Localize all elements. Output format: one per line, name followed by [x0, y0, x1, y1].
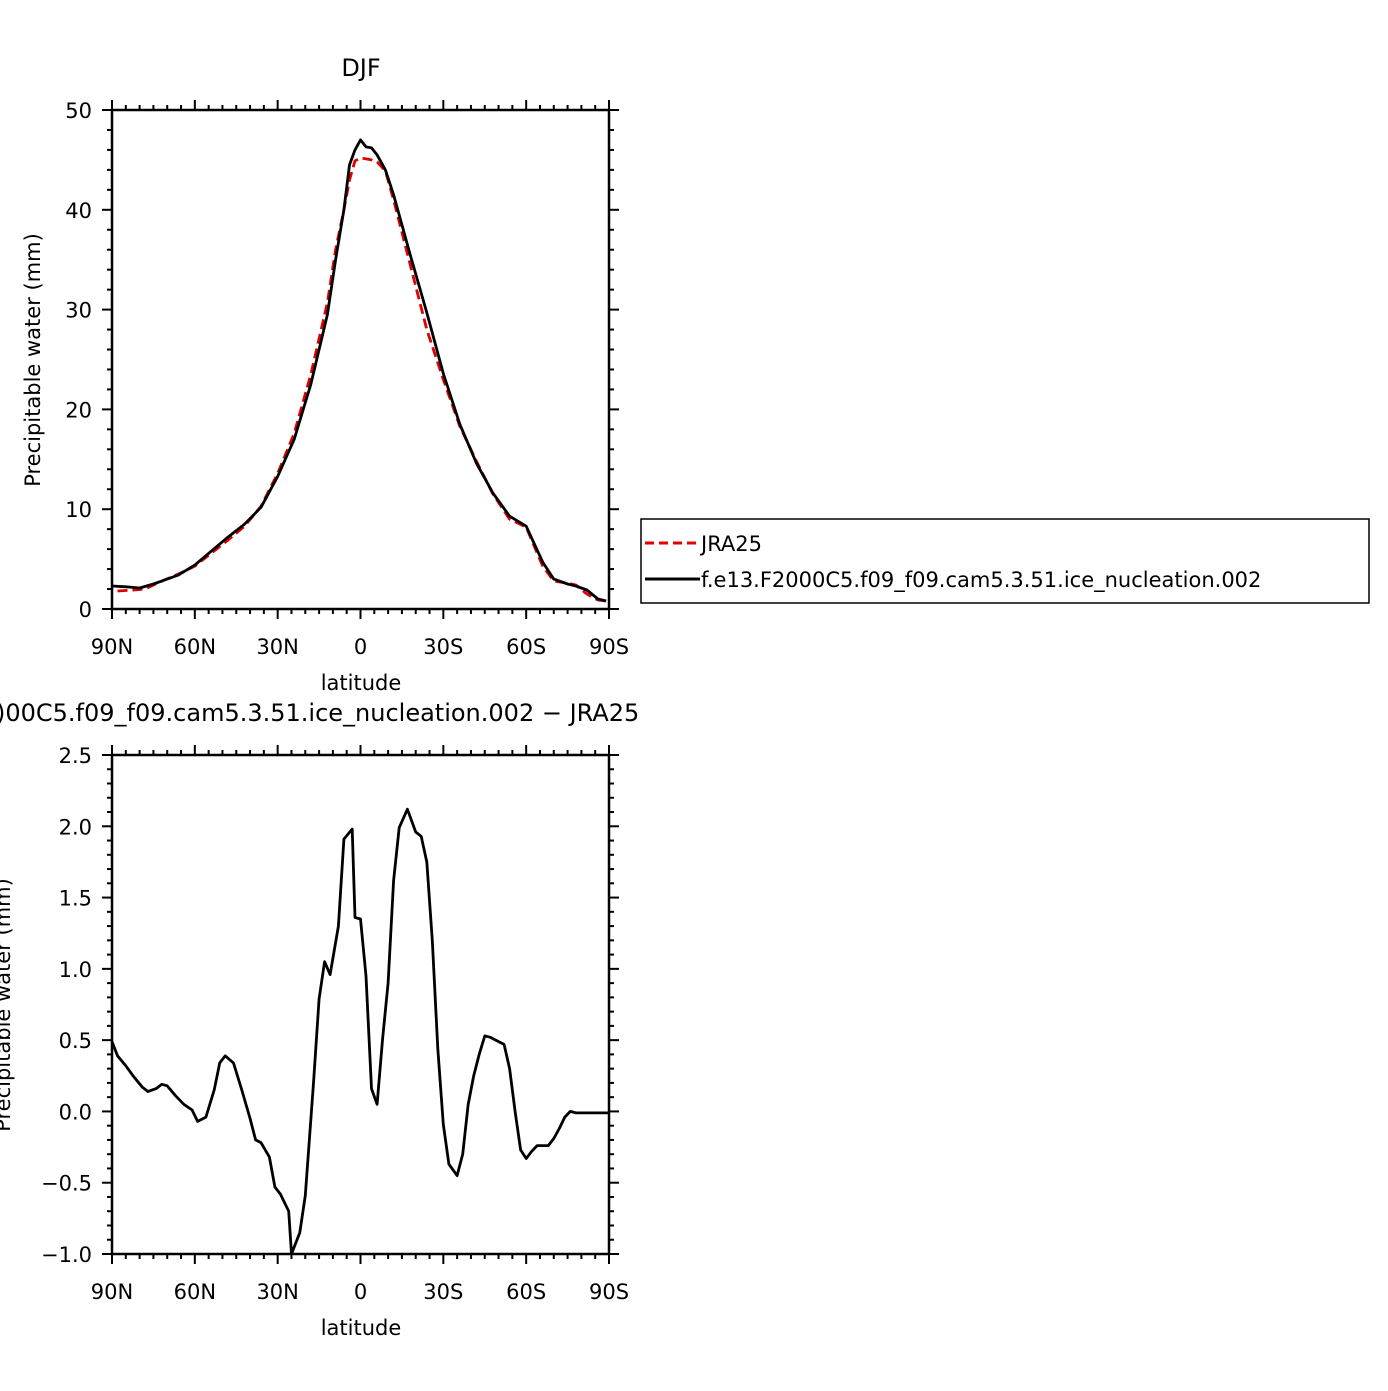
bottom-panel: )00C5.f09_f09.cam5.3.51.ice_nucleation.0… [0, 699, 639, 1340]
top-ytick-label: 50 [65, 99, 92, 123]
bottom-ytick-label: 1.0 [59, 958, 92, 982]
top-title: DJF [341, 54, 380, 82]
bottom-series-group [110, 807, 609, 1256]
top-series-line-0 [117, 156, 607, 603]
bottom-ytick-label: −0.5 [41, 1172, 92, 1196]
bottom-ytick-label: 0.5 [59, 1029, 92, 1053]
legend: JRA25 f.e13.F2000C5.f09_f09.cam5.3.51.ic… [640, 518, 1370, 604]
top-ytick-label: 20 [65, 398, 92, 422]
bottom-xtick-label: 0 [354, 1280, 367, 1304]
top-panel: DJF 90N 60N 30N 0 30S 60S 90S 0 10 20 30 40 50 latit… [21, 54, 629, 695]
legend-label-model: f.e13.F2000C5.f09_f09.cam5.3.51.ice_nucl… [701, 568, 1261, 593]
top-xtick-label: 90S [589, 635, 629, 659]
legend-label-jra25: JRA25 [699, 532, 762, 556]
bottom-series-line-0 [110, 807, 609, 1256]
bottom-axes: 90N 60N 30N 0 30S 60S 90S −1.0 −0.5 0.0 0.5 1.0 1.5 2… [41, 744, 629, 1304]
top-ytick-label: 0 [79, 598, 92, 622]
top-axes: 90N 60N 30N 0 30S 60S 90S 0 10 20 30 40 50 [65, 99, 629, 659]
top-ylabel: Precipitable water (mm) [21, 233, 45, 487]
top-xlabel: latitude [321, 671, 402, 695]
bottom-xtick-label: 30S [423, 1280, 463, 1304]
top-ytick-label: 10 [65, 498, 92, 522]
bottom-ytick-label: 1.5 [59, 887, 92, 911]
bottom-xlabel: latitude [321, 1316, 402, 1340]
bottom-xtick-label: 60N [174, 1280, 216, 1304]
top-xtick-label: 90N [91, 635, 133, 659]
bottom-xtick-label: 90S [589, 1280, 629, 1304]
bottom-xtick-label: 30N [256, 1280, 298, 1304]
top-ytick-label: 30 [65, 299, 92, 323]
bottom-ytick-label: 2.0 [59, 815, 92, 839]
bottom-ytick-label: 0.0 [59, 1100, 92, 1124]
top-xtick-label: 30S [423, 635, 463, 659]
bottom-xtick-label: 60S [506, 1280, 546, 1304]
bottom-plot-frame [110, 753, 611, 1256]
top-xtick-label: 60N [174, 635, 216, 659]
top-series-group [111, 138, 607, 603]
bottom-ytick-label: −1.0 [41, 1243, 92, 1267]
top-xtick-label: 0 [354, 635, 367, 659]
bottom-xtick-label: 90N [91, 1280, 133, 1304]
top-xtick-label: 60S [506, 635, 546, 659]
legend-box [640, 518, 1370, 604]
top-ytick-label: 40 [65, 199, 92, 223]
bottom-title: )00C5.f09_f09.cam5.3.51.ice_nucleation.0… [0, 699, 639, 727]
top-plot-frame [110, 108, 611, 611]
bottom-ylabel: Precipitable water (mm) [0, 878, 15, 1132]
bottom-ytick-label: 2.5 [59, 744, 92, 768]
top-series-line-1 [111, 138, 607, 603]
top-xtick-label: 30N [256, 635, 298, 659]
